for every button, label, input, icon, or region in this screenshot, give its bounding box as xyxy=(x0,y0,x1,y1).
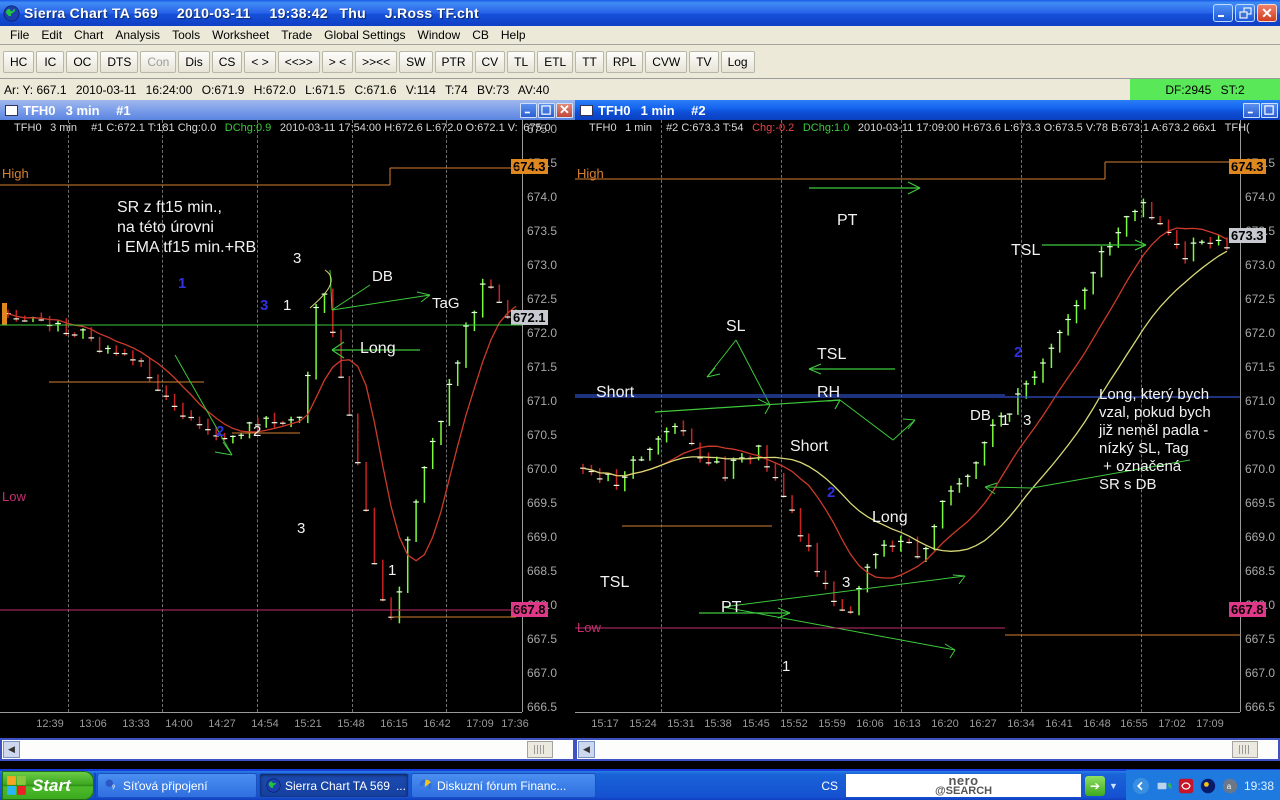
svg-text:a: a xyxy=(1227,782,1232,791)
